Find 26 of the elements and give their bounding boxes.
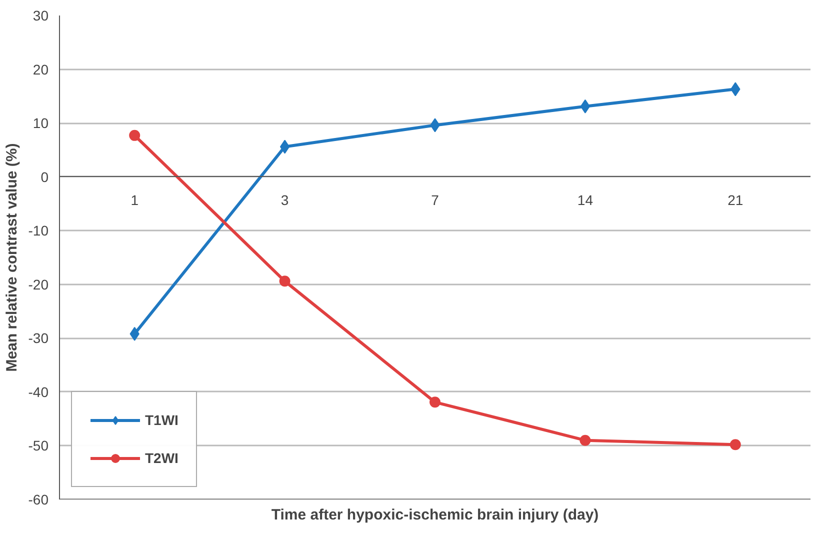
x-tick-label: 21 (728, 192, 744, 208)
point (580, 99, 590, 114)
y-axis-title: Mean relative contrast value (%) (3, 143, 20, 372)
legend-label: T1WI (145, 412, 178, 428)
x-tick-label: 3 (280, 192, 289, 208)
y-tick-label: 10 (32, 115, 49, 132)
point (730, 439, 741, 450)
y-tick-label: -60 (28, 492, 49, 508)
y-tick-label: 20 (32, 61, 49, 78)
legend-label: T2WI (145, 450, 178, 466)
point (280, 140, 290, 154)
y-tick-label: -40 (28, 384, 49, 400)
x-tick-label: 14 (577, 192, 594, 208)
y-tick-label: -10 (28, 222, 49, 239)
x-tick-label: 7 (431, 192, 440, 208)
x-tick-label: 1 (130, 192, 139, 208)
point (580, 434, 591, 446)
y-tick-label: 30 (32, 8, 49, 24)
point (129, 130, 140, 141)
x-axis-title: Time after hypoxic-ischemic brain injury (day) (271, 506, 599, 524)
y-tick-label: 0 (40, 168, 49, 185)
y-tick-label: -30 (28, 330, 49, 346)
point (430, 396, 440, 408)
y-tick-label: -50 (28, 438, 49, 454)
y-tick-label: -20 (28, 276, 49, 292)
point (279, 276, 290, 287)
